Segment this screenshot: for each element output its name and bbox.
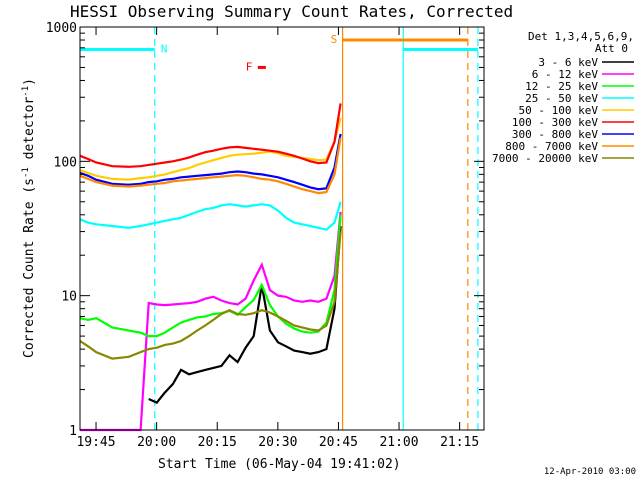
y-tick-label: 1000 [46,21,77,36]
legend-label: 7000 - 20000 keV [492,152,598,165]
x-tick-label: 20:30 [258,435,297,450]
series-line [79,103,342,168]
x-tick-label: 21:15 [440,435,479,450]
plot-frame [79,26,485,431]
series-line [79,137,342,195]
legend-label: 100 - 300 keV [512,116,598,129]
legend-label: 6 - 12 keV [532,68,599,81]
annotation-label: S [331,33,338,46]
legend-label: 300 - 800 keV [512,128,598,141]
x-axis-label: Start Time (06-May-04 19:41:02) [158,457,401,472]
x-tick-label: 21:00 [379,435,418,450]
series-line [79,201,342,231]
series-line [79,117,342,181]
y-tick-label: 10 [61,290,77,305]
series-line [148,225,342,404]
legend-label: 50 - 100 keV [519,104,599,117]
y-tick-label: 1 [69,424,77,439]
legend-label: 3 - 6 keV [538,56,598,69]
x-tick-label: 19:45 [76,435,115,450]
y-axis-label: Corrected Count Rate (s-1 detector-1) [21,78,37,358]
legend-label: 12 - 25 keV [525,80,598,93]
footer-timestamp: 12-Apr-2010 03:00 [544,467,636,477]
legend-title-line1: Det 1,3,4,5,6,9, [528,30,634,43]
x-tick-label: 20:45 [319,435,358,450]
series-line [79,231,342,360]
annotation-label: N [161,42,168,55]
series-line [79,133,342,191]
legend-label: 800 - 7000 keV [505,140,598,153]
y-tick-label: 100 [54,155,77,170]
annotation-label: F [246,60,253,73]
series-line [79,214,342,338]
x-tick-label: 20:00 [137,435,176,450]
legend-label: 25 - 50 keV [525,92,598,105]
x-tick-label: 20:15 [198,435,237,450]
chart-title: HESSI Observing Summary Count Rates, Cor… [70,2,513,21]
legend-title-line2: Att 0 [595,42,628,55]
